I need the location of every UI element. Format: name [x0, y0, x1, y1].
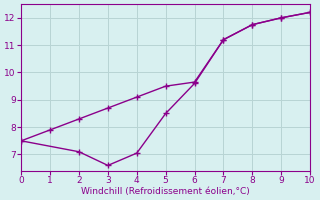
X-axis label: Windchill (Refroidissement éolien,°C): Windchill (Refroidissement éolien,°C) — [81, 187, 250, 196]
